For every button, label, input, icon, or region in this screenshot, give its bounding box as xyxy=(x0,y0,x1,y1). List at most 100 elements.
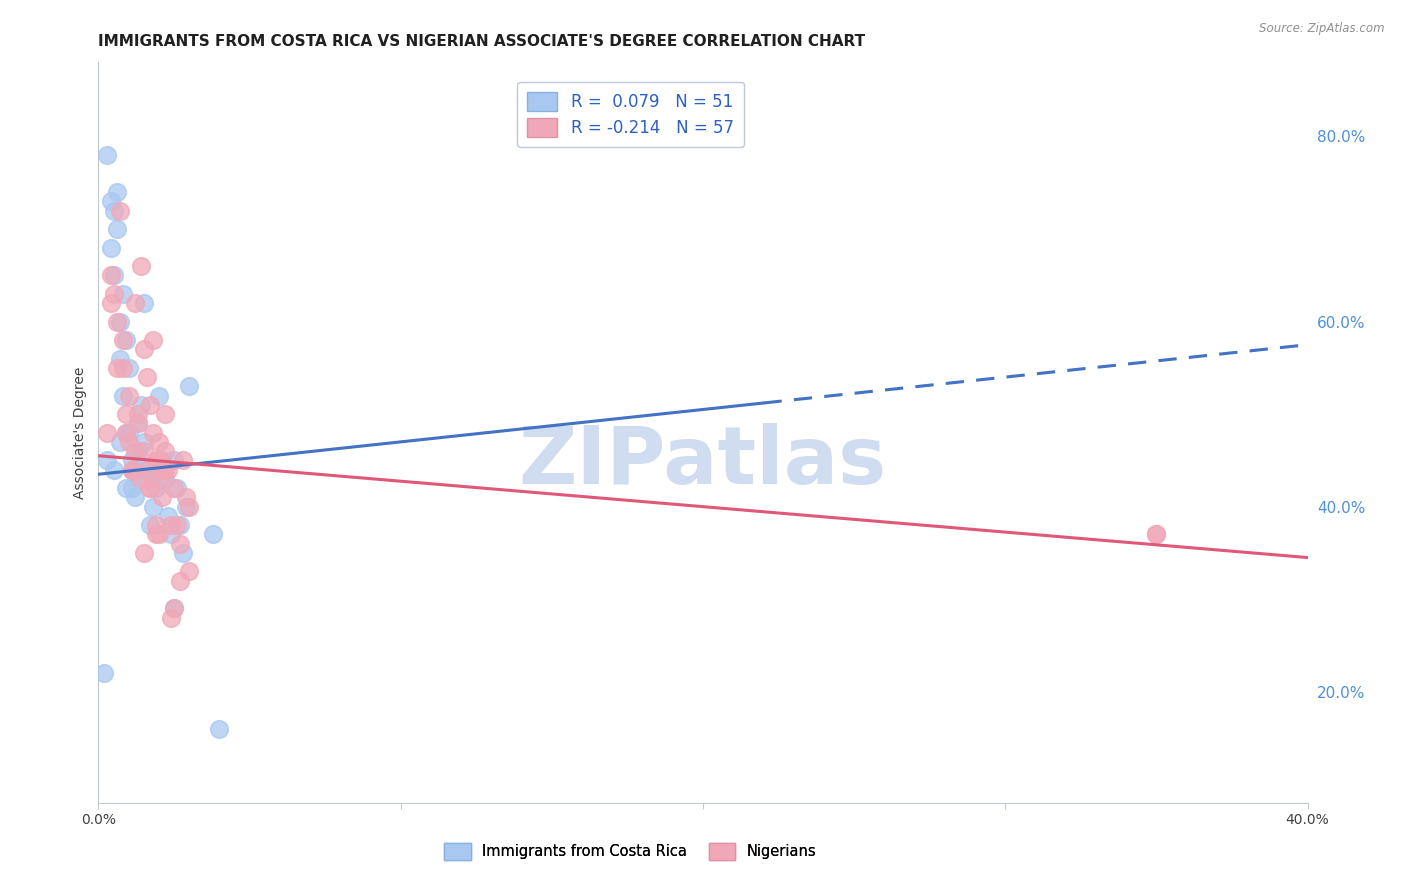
Point xyxy=(132,343,155,357)
Point xyxy=(153,407,176,421)
Point xyxy=(111,389,134,403)
Point xyxy=(124,491,146,505)
Point xyxy=(111,333,134,347)
Point xyxy=(114,333,136,347)
Point xyxy=(139,481,162,495)
Point xyxy=(132,434,155,449)
Point xyxy=(100,194,122,209)
Point xyxy=(142,425,165,440)
Point xyxy=(148,434,170,449)
Point xyxy=(127,444,149,458)
Point xyxy=(169,536,191,550)
Point xyxy=(132,444,155,458)
Point xyxy=(135,472,157,486)
Point xyxy=(105,360,128,375)
Point xyxy=(139,398,162,412)
Point xyxy=(169,574,191,588)
Point xyxy=(121,481,143,495)
Point xyxy=(148,527,170,541)
Point xyxy=(163,481,186,495)
Point xyxy=(105,222,128,236)
Point xyxy=(114,481,136,495)
Point xyxy=(172,453,194,467)
Point xyxy=(1144,527,1167,541)
Point xyxy=(148,453,170,467)
Point xyxy=(108,434,131,449)
Point xyxy=(179,379,201,393)
Point xyxy=(172,546,194,560)
Point xyxy=(124,296,146,310)
Point xyxy=(108,314,131,328)
Point xyxy=(108,203,131,218)
Point xyxy=(100,268,122,283)
Point xyxy=(121,453,143,467)
Point xyxy=(100,296,122,310)
Point xyxy=(166,481,188,495)
Point xyxy=(118,434,141,449)
Point xyxy=(148,462,170,476)
Point xyxy=(111,286,134,301)
Point xyxy=(132,546,155,560)
Point xyxy=(127,444,149,458)
Point xyxy=(111,360,134,375)
Point xyxy=(114,425,136,440)
Point xyxy=(156,462,179,476)
Point xyxy=(105,314,128,328)
Point xyxy=(124,462,146,476)
Point xyxy=(208,722,231,736)
Point xyxy=(118,425,141,440)
Point xyxy=(139,481,162,495)
Point xyxy=(96,425,118,440)
Point xyxy=(139,518,162,533)
Point xyxy=(145,453,167,467)
Point xyxy=(127,407,149,421)
Point xyxy=(108,351,131,366)
Point xyxy=(93,666,115,681)
Point xyxy=(129,259,152,273)
Point xyxy=(160,518,183,533)
Point xyxy=(100,240,122,254)
Point xyxy=(169,518,191,533)
Point xyxy=(163,601,186,615)
Y-axis label: Associate's Degree: Associate's Degree xyxy=(73,367,87,499)
Point xyxy=(150,462,173,476)
Point xyxy=(103,203,125,218)
Point xyxy=(166,518,188,533)
Point xyxy=(135,370,157,384)
Point xyxy=(135,462,157,476)
Point xyxy=(96,453,118,467)
Point xyxy=(202,527,225,541)
Text: ZIPatlas: ZIPatlas xyxy=(519,423,887,501)
Point xyxy=(103,462,125,476)
Point xyxy=(103,268,125,283)
Point xyxy=(105,185,128,199)
Text: IMMIGRANTS FROM COSTA RICA VS NIGERIAN ASSOCIATE'S DEGREE CORRELATION CHART: IMMIGRANTS FROM COSTA RICA VS NIGERIAN A… xyxy=(98,34,866,49)
Point xyxy=(129,398,152,412)
Point xyxy=(1144,527,1167,541)
Point xyxy=(145,481,167,495)
Point xyxy=(121,462,143,476)
Point xyxy=(148,389,170,403)
Point xyxy=(118,360,141,375)
Point xyxy=(132,296,155,310)
Point xyxy=(132,462,155,476)
Point xyxy=(160,610,183,624)
Text: Source: ZipAtlas.com: Source: ZipAtlas.com xyxy=(1260,22,1385,36)
Point xyxy=(142,333,165,347)
Point xyxy=(145,527,167,541)
Point xyxy=(142,500,165,514)
Point xyxy=(163,601,186,615)
Legend: Immigrants from Costa Rica, Nigerians: Immigrants from Costa Rica, Nigerians xyxy=(439,838,823,866)
Point xyxy=(121,462,143,476)
Point xyxy=(148,472,170,486)
Point xyxy=(121,462,143,476)
Point xyxy=(145,518,167,533)
Point xyxy=(179,565,201,579)
Point xyxy=(114,407,136,421)
Point xyxy=(153,444,176,458)
Point xyxy=(103,286,125,301)
Point xyxy=(153,462,176,476)
Point xyxy=(174,500,197,514)
Point xyxy=(124,444,146,458)
Point xyxy=(150,453,173,467)
